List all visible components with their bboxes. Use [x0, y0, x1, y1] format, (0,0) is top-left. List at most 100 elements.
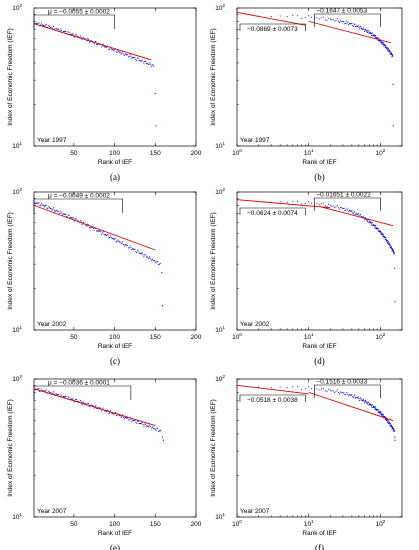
data-point — [363, 399, 365, 402]
data-point — [366, 403, 369, 405]
data-point — [81, 403, 83, 405]
data-point — [357, 212, 359, 214]
data-point — [81, 39, 83, 41]
year-label: Year 2007 — [37, 508, 67, 515]
data-point — [122, 53, 125, 55]
data-point — [140, 60, 143, 62]
data-point — [42, 205, 44, 207]
data-point — [52, 392, 54, 395]
data-point — [382, 43, 384, 45]
data-point — [381, 414, 384, 416]
data-point — [81, 223, 83, 226]
data-point — [324, 205, 326, 207]
y-tick-exponent: 2 — [222, 187, 225, 192]
data-point — [144, 254, 147, 256]
data-point — [152, 258, 154, 260]
data-point-tail — [162, 439, 165, 441]
data-point — [346, 391, 348, 393]
data-point — [70, 216, 72, 219]
data-point — [335, 206, 337, 208]
fit-line — [236, 199, 331, 209]
y-tick-label: 101 — [215, 512, 225, 521]
data-point — [318, 389, 320, 391]
x-tick-label: 50 — [70, 150, 78, 157]
data-point — [393, 428, 395, 430]
plot-frame — [236, 378, 403, 518]
data-point — [102, 43, 104, 45]
data-point — [140, 253, 143, 255]
data-point — [343, 207, 345, 209]
data-point — [374, 409, 376, 411]
data-point — [364, 28, 367, 30]
data-point — [352, 396, 354, 398]
data-point-tail — [161, 272, 163, 274]
data-point — [130, 418, 132, 420]
data-point — [126, 245, 128, 247]
data-point — [149, 63, 151, 65]
data-point — [389, 51, 391, 53]
x-axis-label: Rank of IEF — [98, 530, 132, 537]
data-point — [47, 207, 49, 210]
panel-caption: (f) — [315, 543, 324, 550]
data-point — [135, 250, 137, 253]
data-point — [60, 28, 62, 30]
data-point — [138, 423, 140, 425]
data-point — [61, 30, 63, 32]
data-point — [389, 244, 391, 246]
data-point — [96, 43, 98, 45]
data-point — [45, 389, 47, 391]
fit-bracket — [33, 385, 132, 400]
y-tick-exponent: 1 — [222, 325, 225, 330]
data-point — [39, 390, 41, 393]
data-point — [358, 26, 360, 28]
data-point — [393, 430, 396, 432]
year-label: Year 2007 — [240, 508, 270, 515]
data-point — [41, 389, 43, 391]
data-point — [139, 59, 141, 61]
data-point — [101, 410, 103, 412]
y-tick-exponent: 1 — [19, 325, 22, 330]
x-tick-exponent: 0 — [239, 519, 242, 524]
data-point — [56, 210, 58, 212]
data-point — [324, 390, 326, 392]
y-tick-label: 102 — [12, 3, 22, 12]
data-point — [292, 386, 294, 388]
data-point — [140, 60, 142, 62]
data-point — [120, 243, 122, 245]
data-point — [383, 237, 385, 239]
data-point — [105, 46, 107, 48]
data-point — [369, 403, 371, 405]
data-point — [121, 415, 123, 418]
data-point-tail — [392, 125, 394, 127]
y-axis-label: Index of Economic Freedom (IEF) — [210, 28, 217, 126]
data-point — [336, 18, 338, 20]
x-tick-label: 150 — [150, 521, 161, 528]
data-point — [125, 244, 127, 246]
data-point — [370, 224, 373, 226]
data-point — [149, 424, 151, 426]
data-point — [348, 23, 351, 25]
data-point — [116, 51, 118, 53]
x-axis-label: Rank of IEF — [98, 159, 132, 166]
data-point-tail — [394, 436, 396, 438]
data-point-tail — [154, 92, 156, 95]
data-point — [60, 210, 62, 212]
data-point — [388, 49, 391, 51]
data-point — [340, 391, 342, 393]
data-point — [41, 204, 43, 206]
data-point — [154, 428, 156, 430]
data-point — [119, 241, 121, 243]
data-point — [324, 19, 326, 21]
data-point — [149, 425, 151, 428]
data-point — [126, 417, 128, 419]
data-point — [368, 32, 370, 34]
data-point — [375, 225, 377, 227]
data-point — [68, 396, 70, 399]
data-point — [50, 392, 52, 394]
data-point — [353, 210, 355, 212]
data-point — [270, 387, 272, 389]
data-point — [109, 236, 111, 239]
data-point — [137, 58, 139, 60]
data-point — [109, 48, 111, 50]
